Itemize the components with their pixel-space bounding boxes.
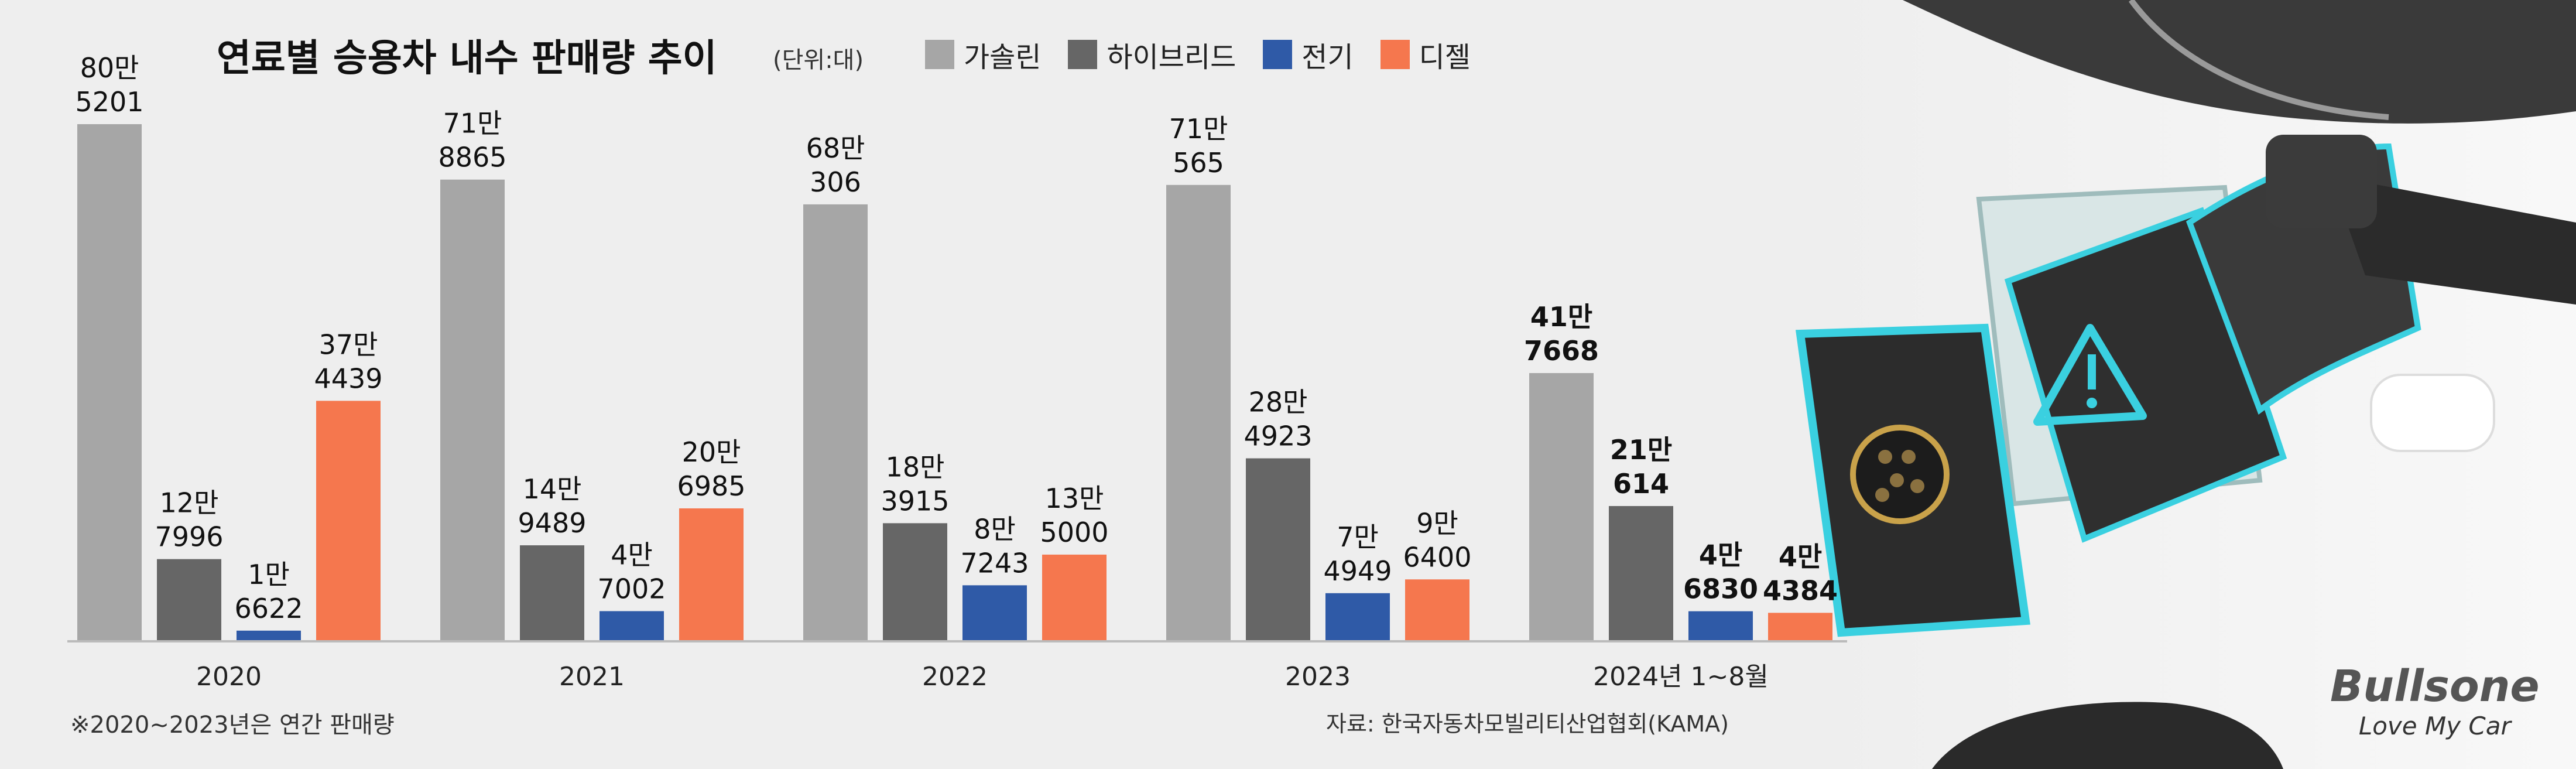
bar-gasoline: [803, 204, 868, 642]
legend-swatch-gasoline: [925, 40, 954, 69]
chart-title: 연료별 승용차 내수 판매량 추이: [217, 37, 717, 80]
car-window-trim: [2128, 0, 2389, 120]
x-tick-labels: 2020 2021 2022 2023 2024년 1~8월: [196, 662, 1769, 692]
unit-note: (단위:대): [773, 47, 864, 74]
charger-cable: [2330, 176, 2576, 305]
bar-electric: [1325, 593, 1390, 641]
brand-name: Bullsone: [2330, 661, 2540, 712]
data-label-hybrid: 21만 614: [1610, 434, 1672, 500]
data-label-gasoline: 80만 5201: [75, 52, 143, 118]
warning-mark: [2088, 354, 2096, 389]
data-label-electric: 4만 7002: [597, 539, 666, 604]
data-label-electric: 1만 6622: [234, 559, 303, 624]
bar-hybrid: [157, 559, 221, 641]
bar-hybrid: [1609, 506, 1673, 641]
socket-pin: [1902, 450, 1916, 464]
warning-mark-dot: [2087, 398, 2097, 408]
legend-swatch-diesel: [1380, 40, 1410, 69]
data-label-electric: 8만 7243: [960, 513, 1029, 579]
data-label-hybrid: 12만 7996: [155, 487, 223, 553]
legend-item-electric: 전기: [1263, 34, 1354, 75]
socket-pin: [1878, 450, 1892, 464]
footnote: ※2020~2023년은 연간 판매량: [70, 712, 395, 739]
data-label-diesel: 37만 4439: [314, 329, 382, 394]
data-label-gasoline: 71만 565: [1169, 113, 1228, 179]
data-label-hybrid: 28만 4923: [1244, 387, 1312, 452]
bar-gasoline: [77, 124, 142, 641]
legend-item-diesel: 디젤: [1380, 34, 1471, 75]
data-label-diesel: 4만 4384: [1763, 541, 1838, 606]
brand-logo: Bullsone Love My Car: [2330, 665, 2540, 740]
data-label-gasoline: 71만 8865: [438, 108, 506, 173]
legend-label-gasoline: 가솔린: [964, 41, 1042, 74]
bar-gasoline: [1529, 372, 1594, 641]
bar-diesel: [1768, 613, 1832, 641]
socket-pin: [1910, 479, 1924, 493]
data-label-diesel: 20만 6985: [677, 436, 745, 502]
bar-hybrid: [520, 545, 584, 641]
legend-item-gasoline: 가솔린: [925, 34, 1041, 75]
data-label-electric: 7만 4949: [1323, 521, 1392, 587]
brand-tagline: Love My Car: [2358, 712, 2511, 740]
door-handle: [2370, 374, 2495, 452]
bar-gasoline: [440, 179, 505, 641]
legend-swatch-hybrid: [1068, 40, 1098, 69]
bar-hybrid: [883, 523, 947, 641]
data-label-diesel: 9만 6400: [1403, 507, 1471, 573]
legend-item-hybrid: 하이브리드: [1068, 34, 1236, 75]
x-tick-label: 2021: [559, 662, 625, 692]
legend-label-diesel: 디젤: [1419, 41, 1471, 74]
socket-pin: [1890, 473, 1904, 487]
bar-diesel: [1405, 579, 1469, 641]
legend-label-electric: 전기: [1301, 41, 1354, 74]
car-window-dark: [1903, 0, 2576, 124]
source-note: 자료: 한국자동차모빌리티산업협회(KAMA): [1326, 711, 1729, 737]
legend-swatch-electric: [1263, 40, 1293, 69]
legend-label-hybrid: 하이브리드: [1107, 41, 1236, 74]
bar-electric: [1688, 611, 1753, 641]
x-tick-label: 2024년 1~8월: [1593, 662, 1769, 692]
bar-hybrid: [1246, 458, 1310, 641]
car-wheel-arch: [1932, 702, 2283, 769]
legend: 가솔린 하이브리드 전기 디젤: [925, 34, 1498, 75]
bar-diesel: [679, 508, 744, 641]
data-label-hybrid: 14만 9489: [518, 473, 586, 539]
x-tick-label: 2022: [922, 662, 988, 692]
x-tick-label: 2020: [196, 662, 262, 692]
data-label-gasoline: 41만 7668: [1524, 301, 1599, 367]
data-label-hybrid: 18만 3915: [881, 451, 949, 517]
x-tick-label: 2023: [1285, 662, 1351, 692]
bar-diesel: [1042, 554, 1107, 641]
bar-electric: [962, 585, 1027, 641]
data-label-gasoline: 68만 306: [806, 132, 865, 198]
bar-electric: [600, 611, 664, 641]
charger-grip: [2266, 135, 2377, 228]
socket-pin: [1875, 488, 1889, 502]
data-label-diesel: 13만 5000: [1040, 483, 1108, 548]
warning-triangle-icon: [2033, 324, 2147, 426]
bar-gasoline: [1166, 184, 1231, 641]
data-label-electric: 4만 6830: [1683, 539, 1758, 605]
bar-diesel: [316, 401, 381, 641]
bar-electric: [237, 630, 301, 641]
